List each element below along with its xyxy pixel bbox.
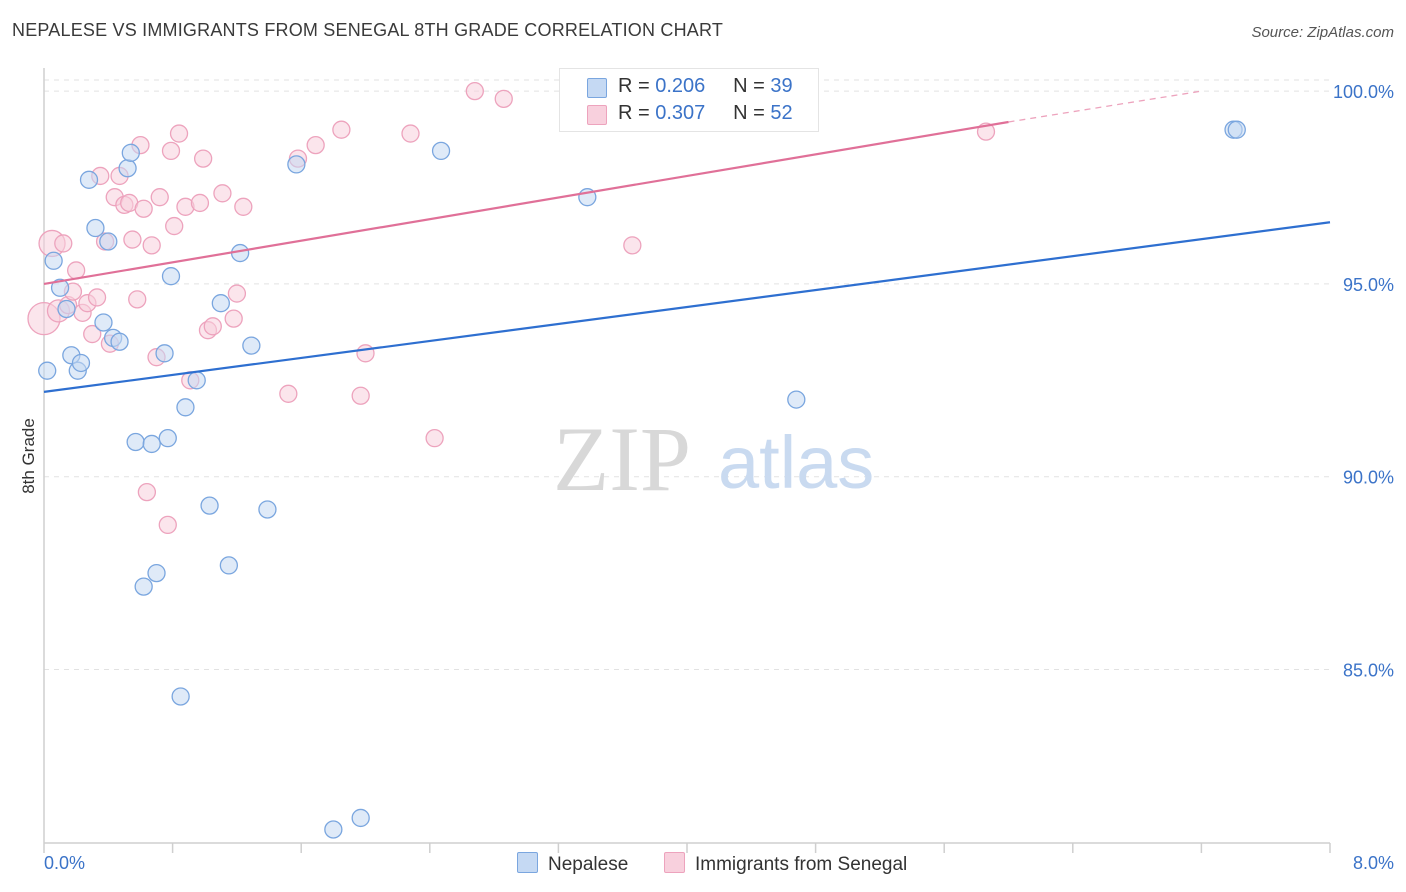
- watermark-zip: ZIP: [553, 408, 691, 510]
- data-point-nepalese: [431, 141, 451, 161]
- y-axis-title: 8th Grade: [19, 418, 38, 494]
- data-point-nepalese: [99, 232, 118, 251]
- trend-line-nepalese: [43, 221, 1331, 393]
- y-tick-label: 100.0%: [1333, 82, 1394, 102]
- data-point-senegal: [87, 288, 107, 307]
- data-point-nepalese: [187, 371, 206, 390]
- data-point-nepalese: [171, 687, 190, 706]
- bottom-legend-swatch-pink: [664, 852, 685, 873]
- data-point-nepalese: [200, 496, 219, 515]
- bottom-legend-label-nepalese: Nepalese: [548, 854, 629, 875]
- data-point-nepalese: [50, 278, 70, 297]
- data-point-senegal: [165, 216, 184, 236]
- data-point-nepalese: [219, 556, 239, 575]
- data-point-nepalese: [38, 361, 57, 380]
- legend-r-label-2: R =: [618, 102, 650, 124]
- data-point-senegal: [67, 261, 86, 280]
- data-point-nepalese: [158, 428, 177, 448]
- data-point-nepalese: [147, 563, 166, 583]
- data-point-nepalese: [242, 336, 261, 355]
- data-point-nepalese: [121, 143, 140, 162]
- trend-line-senegal: [43, 120, 1009, 286]
- data-point-senegal: [279, 384, 298, 403]
- data-point-senegal: [401, 124, 420, 143]
- data-point-senegal: [54, 234, 73, 253]
- data-point-nepalese: [126, 432, 145, 452]
- data-point-senegal: [128, 290, 147, 309]
- y-tick-label: 85.0%: [1343, 660, 1394, 680]
- data-point-senegal: [306, 135, 325, 155]
- legend-swatch-blue: [587, 78, 607, 98]
- data-point-nepalese: [71, 353, 91, 373]
- data-point-nepalese: [118, 159, 137, 178]
- data-point-senegal: [224, 309, 243, 328]
- data-point-nepalese: [155, 344, 174, 363]
- data-point-nepalese: [176, 398, 195, 417]
- legend-swatch-pink: [587, 105, 607, 125]
- data-point-senegal: [332, 120, 351, 139]
- data-point-senegal: [356, 344, 375, 363]
- data-point-nepalese: [57, 299, 76, 319]
- data-point-nepalese: [86, 218, 105, 238]
- data-point-nepalese: [258, 500, 277, 519]
- watermark-atlas: atlas: [718, 421, 874, 504]
- data-point-nepalese: [1227, 120, 1246, 139]
- data-point-nepalese: [44, 251, 63, 270]
- y-tick-label: 95.0%: [1343, 275, 1394, 295]
- watermark: ZIP atlas: [553, 408, 874, 510]
- data-point-senegal: [623, 236, 642, 255]
- data-point-senegal: [137, 482, 157, 502]
- legend-r-value-2: 0.307: [655, 102, 706, 124]
- bottom-legend-senegal: Immigrants from Senegal: [664, 852, 907, 876]
- trend-line-senegal-extension: [1008, 90, 1202, 123]
- data-point-nepalese: [161, 267, 181, 286]
- data-point-nepalese: [142, 434, 161, 454]
- data-point-senegal: [134, 199, 153, 218]
- stats-legend: R = 0.206 N = 39 R = 0.307 N = 52: [559, 68, 819, 132]
- data-point-nepalese: [79, 170, 99, 189]
- data-point-nepalese: [110, 332, 129, 351]
- data-point-senegal: [234, 197, 253, 216]
- data-point-senegal: [351, 386, 370, 405]
- data-point-senegal: [213, 184, 232, 203]
- legend-n-label-1: N =: [733, 75, 765, 97]
- data-point-nepalese: [787, 390, 806, 409]
- data-point-senegal: [193, 149, 213, 168]
- data-point-senegal: [142, 236, 161, 255]
- data-point-senegal: [123, 230, 142, 249]
- data-point-senegal: [83, 324, 102, 344]
- data-point-senegal: [150, 188, 169, 207]
- legend-n-value-1: 39: [770, 75, 793, 97]
- data-point-senegal: [158, 515, 177, 535]
- data-point-senegal: [425, 428, 444, 448]
- data-point-senegal: [161, 141, 181, 161]
- legend-r-value-1: 0.206: [655, 75, 706, 97]
- bottom-legend-nepalese: Nepalese: [517, 852, 628, 876]
- legend-n-value-2: 52: [770, 102, 793, 124]
- source-credit: Source: ZipAtlas.com: [1251, 24, 1394, 41]
- data-point-senegal: [169, 124, 189, 143]
- data-point-nepalese: [211, 294, 230, 313]
- chart-title: NEPALESE VS IMMIGRANTS FROM SENEGAL 8TH …: [12, 20, 724, 40]
- data-point-nepalese: [134, 577, 153, 596]
- x-tick-label-max: 8.0%: [1353, 853, 1394, 873]
- data-point-nepalese: [94, 313, 113, 332]
- legend-n-label-2: N =: [733, 102, 765, 124]
- y-tick-label: 90.0%: [1343, 468, 1394, 488]
- data-point-senegal: [203, 317, 222, 336]
- x-tick-label-min: 0.0%: [44, 853, 85, 873]
- data-point-senegal: [227, 284, 247, 303]
- data-point-senegal: [494, 89, 513, 108]
- bottom-legend-swatch-blue: [517, 852, 538, 873]
- data-point-senegal: [465, 81, 484, 101]
- data-point-senegal: [190, 193, 210, 213]
- bottom-legend-label-senegal: Immigrants from Senegal: [695, 854, 908, 875]
- data-point-nepalese: [324, 820, 343, 839]
- legend-r-label-1: R =: [618, 75, 650, 97]
- data-point-nepalese: [351, 808, 370, 828]
- data-point-nepalese: [287, 155, 306, 174]
